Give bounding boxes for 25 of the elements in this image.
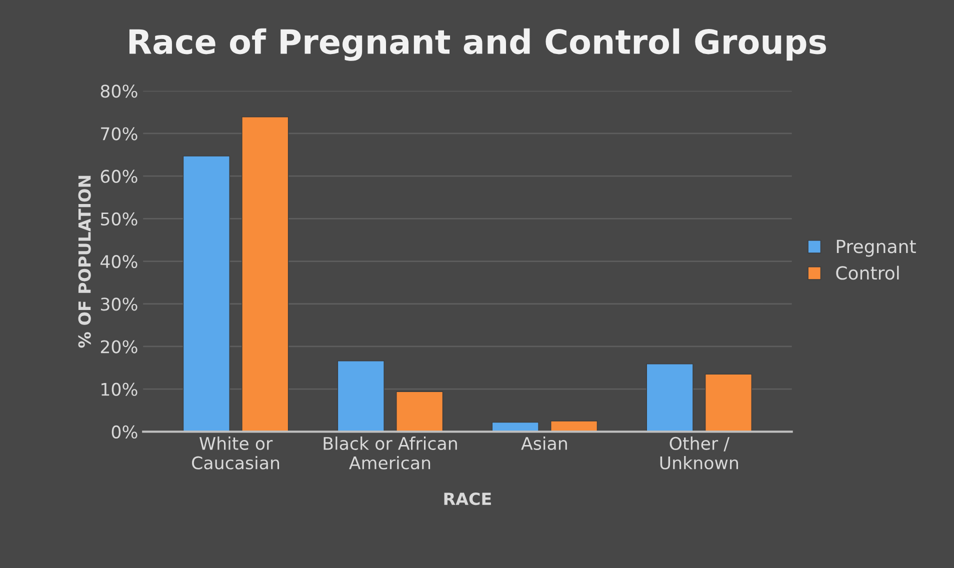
y-tick-label: 70% (101, 127, 138, 140)
x-tick-label: Other / Unknown (660, 436, 738, 470)
y-tick-label: 60% (100, 170, 138, 183)
bar (182, 156, 230, 432)
x-axis-title: RACE (444, 492, 491, 506)
x-tick-label: White or Caucasian (192, 436, 280, 470)
y-tick-label: 40% (100, 254, 138, 268)
bar (704, 374, 752, 432)
bar (242, 116, 289, 432)
bar (646, 364, 694, 432)
y-tick-label: 80% (100, 84, 138, 98)
y-tick-label: 30% (100, 298, 138, 311)
bar (337, 360, 384, 432)
x-tick-label: Black or African American (324, 436, 457, 470)
bar (396, 391, 444, 432)
y-tick-label: 10% (102, 382, 138, 396)
y-axis-title: % OF POPULATION (78, 176, 91, 348)
legend-label: Control (836, 266, 899, 280)
chart-title: Race of Pregnant and Control Groups (129, 28, 826, 61)
x-tick-label: Asian (521, 436, 567, 450)
legend-label: Pregnant (836, 240, 916, 257)
y-tick-label: 20% (100, 340, 138, 354)
bar (550, 420, 598, 432)
y-tick-label: 50% (100, 212, 138, 226)
y-tick-label: 0% (112, 425, 138, 439)
